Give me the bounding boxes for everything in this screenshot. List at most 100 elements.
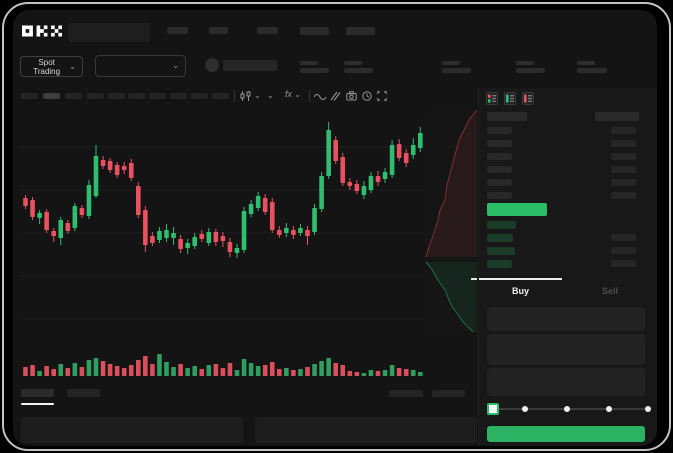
line-wave-icon[interactable]	[314, 91, 326, 101]
ask-row-price[interactable]	[487, 179, 512, 186]
bottom-tab[interactable]	[67, 389, 100, 397]
candlestick-chart[interactable]	[20, 112, 424, 332]
depth-strip-chart[interactable]	[425, 110, 477, 332]
bid-row-price[interactable]	[487, 234, 513, 242]
orderbook-asks-icon[interactable]	[522, 92, 534, 105]
chevron-down-icon: ⌄	[172, 61, 179, 70]
indicators-fx-icon[interactable]: fx ⌄	[285, 89, 301, 99]
slider-step-100[interactable]	[645, 406, 651, 412]
ask-row-amount	[611, 166, 636, 173]
bid-row-price[interactable]	[487, 260, 512, 268]
ticker-stat-label	[442, 61, 460, 65]
interval-button[interactable]	[87, 93, 104, 99]
ask-row-amount	[611, 179, 636, 186]
ticker-stat-label	[300, 61, 318, 65]
okx-logo-icon[interactable]	[22, 25, 62, 37]
chevron-down-icon: ⌄	[294, 89, 301, 99]
toolbar-divider	[234, 90, 235, 102]
interval-button[interactable]	[170, 93, 187, 99]
compare-icon[interactable]	[330, 91, 341, 101]
interval-button[interactable]	[149, 93, 166, 99]
pair-selector-dropdown[interactable]: ⌄	[95, 55, 186, 77]
fullscreen-icon[interactable]	[377, 91, 387, 101]
bid-row-price[interactable]	[487, 247, 515, 255]
ticker-stat-label	[577, 61, 595, 65]
orderbook-bids-icon[interactable]	[504, 92, 516, 105]
volume-chart[interactable]	[20, 336, 424, 376]
camera-icon[interactable]	[346, 91, 357, 101]
orders-panel-placeholder	[21, 417, 243, 443]
ask-row-price[interactable]	[487, 192, 512, 199]
bid-row-amount	[611, 260, 636, 267]
order-total-input[interactable]	[487, 368, 645, 396]
ask-row-amount	[611, 127, 636, 134]
bid-row-amount	[611, 247, 636, 254]
interval-button[interactable]	[191, 93, 208, 99]
ask-row-amount	[611, 140, 636, 147]
ask-row-price[interactable]	[487, 140, 512, 147]
interval-button[interactable]	[212, 93, 229, 99]
interval-button[interactable]	[108, 93, 125, 99]
ticker-stat-value	[516, 68, 545, 73]
market-type-label: Spot Trading	[33, 57, 61, 76]
app-window: Spot Trading ⌄ ⌄ ⌄ ⌄ fx ⌄	[13, 10, 657, 446]
orderbook-combined-icon[interactable]	[486, 92, 498, 105]
interval-button-active[interactable]	[43, 93, 60, 99]
ask-row-price[interactable]	[487, 153, 512, 160]
order-book-panel: Buy Sell	[478, 88, 657, 446]
interval-button[interactable]	[65, 93, 82, 99]
bottom-tab-active[interactable]	[21, 389, 54, 397]
ticker-stat-value	[442, 68, 471, 73]
slider-handle[interactable]	[487, 403, 499, 415]
orderbook-amount-header	[595, 112, 639, 121]
amount-percent-slider[interactable]	[492, 408, 649, 410]
interval-button[interactable]	[128, 93, 145, 99]
pair-name-placeholder	[223, 60, 277, 71]
nav-item-placeholder[interactable]	[346, 27, 375, 35]
nav-item-placeholder[interactable]	[167, 27, 188, 34]
bottom-action-placeholder[interactable]	[389, 390, 423, 397]
ticker-stat-value	[577, 68, 607, 73]
bottom-action-placeholder[interactable]	[432, 390, 465, 397]
ask-row-amount	[611, 153, 636, 160]
bid-row-price[interactable]	[487, 221, 516, 229]
orderbook-price-header	[487, 112, 527, 121]
slider-step-50[interactable]	[564, 406, 570, 412]
ask-row-amount	[611, 192, 636, 199]
orders-panel-placeholder	[255, 417, 477, 443]
buy-tab-indicator	[479, 278, 562, 280]
bottom-tab-indicator	[21, 403, 54, 405]
ticker-stat-value	[300, 68, 329, 73]
search-input[interactable]	[68, 23, 150, 42]
ask-row-price[interactable]	[487, 166, 512, 173]
market-type-selector[interactable]: Spot Trading ⌄	[20, 56, 83, 77]
buy-submit-button[interactable]	[487, 426, 645, 442]
interval-button[interactable]	[21, 93, 38, 99]
ask-row-price[interactable]	[487, 127, 512, 134]
ticker-stat-label	[516, 61, 534, 65]
ticker-stat-label	[344, 61, 362, 65]
last-price-badge[interactable]	[487, 203, 547, 216]
nav-item-placeholder[interactable]	[300, 27, 329, 35]
slider-step-25[interactable]	[522, 406, 528, 412]
slider-step-75[interactable]	[606, 406, 612, 412]
buy-tab-label: Buy	[511, 286, 529, 296]
chevron-down-icon: ⌄	[69, 61, 76, 71]
nav-item-placeholder[interactable]	[209, 27, 228, 34]
clock-icon[interactable]	[362, 91, 372, 101]
bid-row-amount	[611, 234, 636, 241]
ticker-stat-value	[344, 68, 373, 73]
tab-sell[interactable]: Sell	[562, 284, 657, 298]
tab-buy[interactable]: Buy	[479, 284, 562, 298]
candle-type-icon[interactable]: ⌄	[240, 91, 261, 101]
chevron-down-icon: ⌄	[254, 91, 261, 100]
pair-avatar	[205, 58, 219, 72]
nav-item-placeholder[interactable]	[257, 27, 278, 34]
toolbar-divider	[309, 90, 310, 102]
sell-tab-label: Sell	[601, 286, 618, 296]
interval-dropdown-chevron-icon[interactable]: ⌄	[267, 91, 274, 100]
order-amount-input[interactable]	[487, 334, 645, 365]
order-price-input[interactable]	[487, 307, 645, 331]
